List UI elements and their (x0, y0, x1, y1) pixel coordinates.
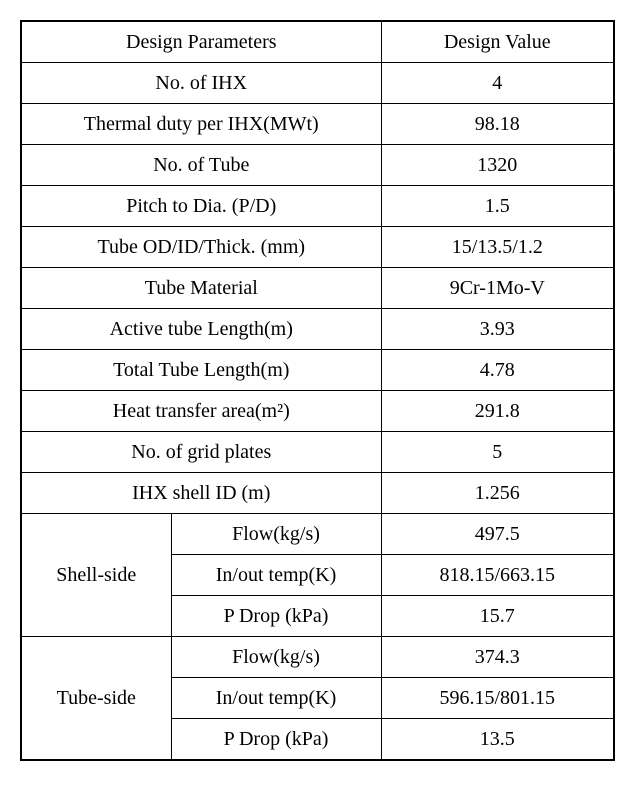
tube-pdrop-label: P Drop (kPa) (171, 719, 381, 761)
param-label: No. of IHX (21, 63, 381, 104)
param-value: 1320 (381, 145, 614, 186)
design-parameters-table: Design Parameters Design Value No. of IH… (20, 20, 615, 761)
param-label: Heat transfer area(m²) (21, 391, 381, 432)
param-value: 15/13.5/1.2 (381, 227, 614, 268)
param-value: 4 (381, 63, 614, 104)
param-value: 4.78 (381, 350, 614, 391)
param-value: 5 (381, 432, 614, 473)
tube-flow-label: Flow(kg/s) (171, 637, 381, 678)
tube-flow-value: 374.3 (381, 637, 614, 678)
param-label: Thermal duty per IHX(MWt) (21, 104, 381, 145)
param-label: No. of Tube (21, 145, 381, 186)
tube-temp-value: 596.15/801.15 (381, 678, 614, 719)
param-label: Tube Material (21, 268, 381, 309)
param-label: Total Tube Length(m) (21, 350, 381, 391)
param-label: No. of grid plates (21, 432, 381, 473)
shell-pdrop-value: 15.7 (381, 596, 614, 637)
param-value: 1.5 (381, 186, 614, 227)
param-value: 1.256 (381, 473, 614, 514)
param-label: Pitch to Dia. (P/D) (21, 186, 381, 227)
param-value: 9Cr-1Mo-V (381, 268, 614, 309)
param-label: Active tube Length(m) (21, 309, 381, 350)
tube-side-label: Tube-side (21, 637, 171, 761)
shell-temp-value: 818.15/663.15 (381, 555, 614, 596)
param-value: 98.18 (381, 104, 614, 145)
param-value: 3.93 (381, 309, 614, 350)
header-parameters: Design Parameters (21, 21, 381, 63)
shell-pdrop-label: P Drop (kPa) (171, 596, 381, 637)
param-value: 291.8 (381, 391, 614, 432)
shell-flow-value: 497.5 (381, 514, 614, 555)
param-label: Tube OD/ID/Thick. (mm) (21, 227, 381, 268)
param-label: IHX shell ID (m) (21, 473, 381, 514)
tube-temp-label: In/out temp(K) (171, 678, 381, 719)
tube-pdrop-value: 13.5 (381, 719, 614, 761)
shell-flow-label: Flow(kg/s) (171, 514, 381, 555)
header-value: Design Value (381, 21, 614, 63)
shell-side-label: Shell-side (21, 514, 171, 637)
shell-temp-label: In/out temp(K) (171, 555, 381, 596)
